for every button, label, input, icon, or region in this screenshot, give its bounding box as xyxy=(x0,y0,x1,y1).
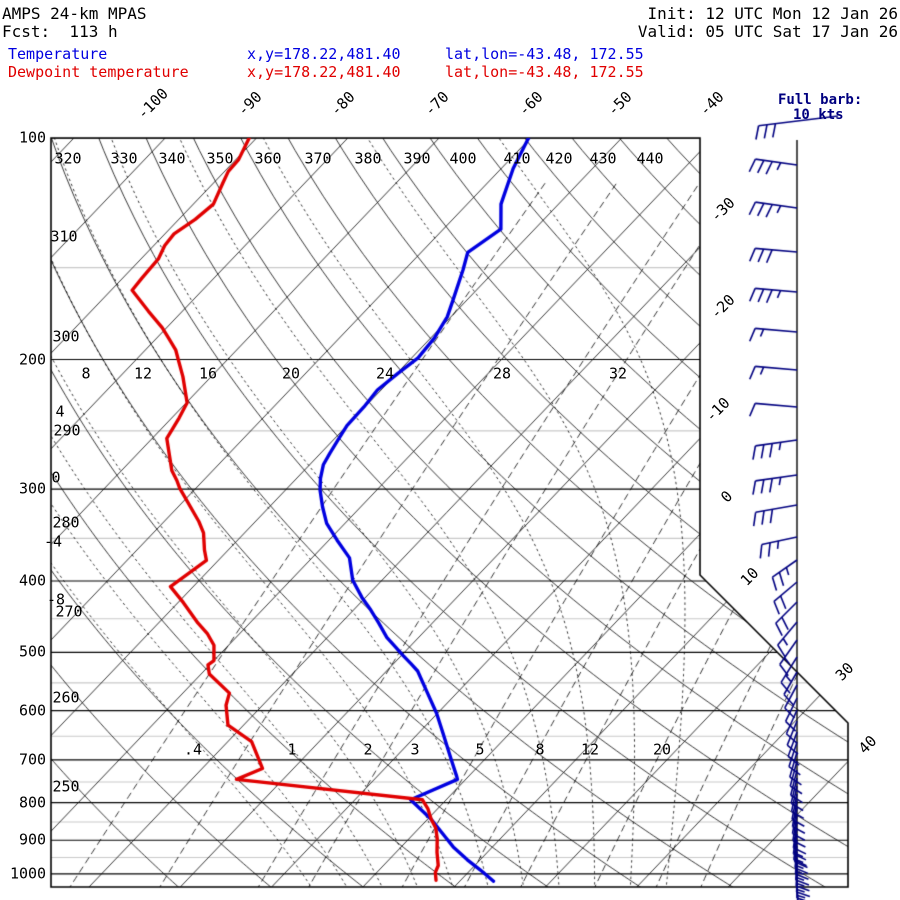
moist-adiabat-label: 8 xyxy=(81,364,91,383)
mixing-ratio-label: 5 xyxy=(475,740,485,759)
pressure-axis-label: 1000 xyxy=(9,864,47,883)
mixing-ratio-label: 1 xyxy=(287,740,297,759)
pressure-axis-label: 700 xyxy=(18,750,47,769)
pressure-axis-label: 200 xyxy=(18,350,47,369)
mixing-ratio-label: .4 xyxy=(183,740,203,759)
dry-adiabat-label: 410 xyxy=(503,149,531,168)
temperature-latlon: lat,lon=-43.48, 172.55 xyxy=(445,45,644,63)
moist-adiabat-label: 28 xyxy=(492,364,512,383)
moist-adiabat-label: -4 xyxy=(43,532,63,551)
dry-adiabat-label: 420 xyxy=(545,149,573,168)
temperature-xy: x,y=178.22,481.40 xyxy=(247,45,401,63)
dry-adiabat-label: 360 xyxy=(254,149,282,168)
pressure-axis-label: 300 xyxy=(18,479,47,498)
dry-adiabat-label: 340 xyxy=(158,149,186,168)
pressure-axis-label: 900 xyxy=(18,830,47,849)
dewpoint-xy: x,y=178.22,481.40 xyxy=(247,63,401,81)
dry-adiabat-label: 310 xyxy=(50,227,78,246)
valid-time: Valid: 05 UTC Sat 17 Jan 26 xyxy=(637,22,898,41)
dry-adiabat-label: 370 xyxy=(304,149,332,168)
dry-adiabat-label: 380 xyxy=(354,149,382,168)
moist-adiabat-label: 32 xyxy=(608,364,628,383)
dry-adiabat-label: 280 xyxy=(52,513,80,532)
mixing-ratio-label: 2 xyxy=(363,740,373,759)
dry-adiabat-label: 290 xyxy=(53,421,81,440)
dry-adiabat-label: 330 xyxy=(110,149,138,168)
pressure-axis-label: 600 xyxy=(18,701,47,720)
dry-adiabat-label: 440 xyxy=(636,149,664,168)
chart-title: AMPS 24-km MPAS xyxy=(2,4,147,23)
moist-adiabat-label: 12 xyxy=(133,364,153,383)
dry-adiabat-label: 390 xyxy=(403,149,431,168)
moist-adiabat-label: 0 xyxy=(51,468,61,487)
mixing-ratio-label: 20 xyxy=(652,740,672,759)
dry-adiabat-label: 320 xyxy=(54,149,82,168)
dry-adiabat-label: 430 xyxy=(589,149,617,168)
moist-adiabat-label: 24 xyxy=(375,364,395,383)
mixing-ratio-label: 8 xyxy=(535,740,545,759)
dewpoint-series-label: Dewpoint temperature xyxy=(8,63,189,81)
mixing-ratio-label: 12 xyxy=(580,740,600,759)
moist-adiabat-label: 16 xyxy=(198,364,218,383)
dry-adiabat-label: 260 xyxy=(52,688,80,707)
pressure-axis-label: 400 xyxy=(18,571,47,590)
barb-legend-title: Full barb: xyxy=(778,92,863,108)
dry-adiabat-label: 270 xyxy=(55,602,83,621)
init-time: Init: 12 UTC Mon 12 Jan 26 xyxy=(647,4,898,23)
dry-adiabat-label: 300 xyxy=(52,327,80,346)
pressure-axis-label: 500 xyxy=(18,642,47,661)
temperature-series-label: Temperature xyxy=(8,45,108,63)
dry-adiabat-label: 250 xyxy=(52,777,80,796)
moist-adiabat-label: 4 xyxy=(55,402,65,421)
pressure-axis-label: 100 xyxy=(18,128,47,147)
moist-adiabat-label: -8 xyxy=(46,590,66,609)
barb-legend-value: 10 kts xyxy=(793,107,844,123)
dry-adiabat-label: 400 xyxy=(449,149,477,168)
dewpoint-latlon: lat,lon=-43.48, 172.55 xyxy=(445,63,644,81)
pressure-axis-label: 800 xyxy=(18,793,47,812)
dry-adiabat-label: 350 xyxy=(206,149,234,168)
forecast-hour: Fcst: 113 h xyxy=(2,22,118,41)
mixing-ratio-label: 3 xyxy=(410,740,420,759)
moist-adiabat-label: 20 xyxy=(281,364,301,383)
